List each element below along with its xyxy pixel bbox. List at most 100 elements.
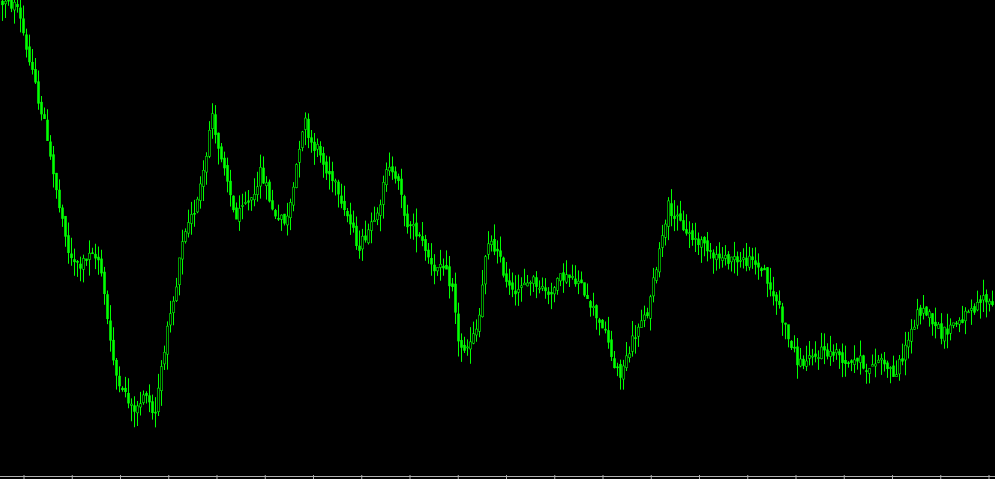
candle-body — [232, 195, 235, 211]
candle-body — [301, 131, 304, 148]
candle-body — [451, 283, 454, 287]
candle-body — [202, 170, 205, 187]
candle-body — [682, 220, 685, 231]
candle-body — [118, 375, 121, 387]
candle-body — [457, 313, 460, 342]
candle-body — [328, 171, 331, 175]
candle-body — [925, 306, 928, 316]
candle-body — [85, 258, 88, 261]
candle-body — [280, 214, 283, 220]
candle-body — [634, 337, 637, 339]
candle-body — [898, 358, 901, 375]
candle-body — [922, 308, 925, 314]
candle-body — [469, 341, 472, 350]
candle-body — [436, 267, 439, 272]
candle-body — [433, 264, 436, 272]
candle-body — [904, 344, 907, 361]
candle-body — [445, 265, 448, 270]
candle-body — [247, 200, 250, 203]
candle-body — [883, 359, 886, 365]
candle-body — [154, 411, 157, 414]
candle-body — [823, 346, 826, 351]
candle-body — [658, 248, 661, 273]
candle-body — [265, 182, 268, 187]
candle-body — [448, 266, 451, 287]
candle-body — [559, 273, 562, 282]
candle-body — [574, 278, 577, 285]
candle-body — [679, 213, 682, 221]
candle-body — [568, 274, 571, 278]
candle-body — [610, 339, 613, 357]
candle-body — [385, 169, 388, 186]
candle-body — [64, 215, 67, 237]
candle-body — [982, 295, 985, 301]
candle-body — [46, 119, 49, 141]
candle-body — [766, 267, 769, 284]
candle-body — [511, 282, 514, 290]
candle-body — [661, 235, 664, 248]
candle-body — [229, 180, 232, 196]
candle-body — [859, 355, 862, 363]
candle-body — [865, 370, 868, 372]
candle-body — [721, 257, 724, 261]
candle-body — [988, 300, 991, 305]
candle-body — [835, 349, 838, 354]
candle-body — [571, 276, 574, 278]
candle-body — [370, 221, 373, 231]
candle-body — [346, 210, 349, 217]
candle-body — [61, 207, 64, 219]
candle-body — [580, 279, 583, 284]
candle-body — [544, 287, 547, 292]
candle-body — [262, 167, 265, 184]
candle-body — [187, 222, 190, 234]
candle-body — [424, 239, 427, 251]
candle-body — [811, 355, 814, 358]
candle-body — [589, 301, 592, 308]
candle-body — [238, 208, 241, 222]
candle-body — [418, 234, 421, 237]
candle-body — [256, 186, 259, 195]
candle-body — [355, 225, 358, 247]
candle-body — [391, 166, 394, 173]
candle-body — [193, 212, 196, 215]
candle-body — [22, 18, 25, 34]
candle-body — [76, 261, 79, 263]
candle-body — [97, 256, 100, 261]
candle-body — [649, 296, 652, 319]
candle-body — [235, 207, 238, 220]
candle-body — [145, 393, 148, 396]
candle-body — [295, 164, 298, 188]
candle-body — [205, 155, 208, 173]
candle-body — [274, 210, 277, 217]
candle-body — [43, 114, 46, 119]
candle-body — [532, 276, 535, 284]
candle-body — [10, 0, 13, 9]
candle-body — [109, 320, 112, 341]
candle-body — [577, 280, 580, 284]
candle-body — [985, 294, 988, 303]
candle-body — [37, 81, 40, 104]
candle-body — [886, 362, 889, 369]
candle-body — [67, 235, 70, 253]
candle-body — [820, 346, 823, 359]
candle-body — [628, 353, 631, 358]
candle-body — [889, 367, 892, 369]
candle-body — [709, 250, 712, 252]
candle-body — [613, 358, 616, 369]
candle-body — [169, 313, 172, 326]
candle-body — [640, 320, 643, 328]
candle-body — [181, 241, 184, 260]
candle-body — [337, 181, 340, 195]
candle-body — [562, 272, 565, 281]
candle-body — [655, 269, 658, 281]
candle-body — [7, 0, 10, 2]
candle-body — [871, 364, 874, 367]
candle-body — [331, 171, 334, 182]
candle-body — [691, 230, 694, 240]
candles-group — [1, 0, 994, 428]
candle-body — [292, 186, 295, 206]
candle-body — [850, 360, 853, 363]
candle-body — [955, 322, 958, 325]
